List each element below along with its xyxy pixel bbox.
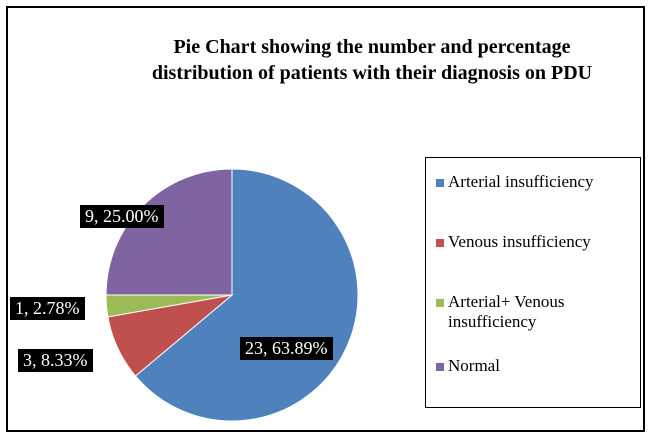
legend-swatch bbox=[436, 239, 444, 247]
data-label: 9, 25.00% bbox=[80, 205, 164, 228]
legend-swatch bbox=[436, 363, 444, 371]
chart-title: Pie Chart showing the number and percent… bbox=[151, 36, 593, 84]
pie-slice bbox=[105, 168, 233, 296]
data-label: 23, 63.89% bbox=[240, 337, 333, 360]
legend-swatch bbox=[436, 299, 444, 307]
data-label: 3, 8.33% bbox=[18, 349, 93, 372]
legend-label: Arterial+ Venous insufficiency bbox=[448, 292, 565, 331]
data-label: 1, 2.78% bbox=[10, 297, 85, 320]
legend: Arterial insufficiency Venous insufficien… bbox=[425, 157, 641, 408]
legend-entry: Normal bbox=[436, 356, 648, 376]
legend-entry: Venous insufficiency bbox=[436, 232, 648, 252]
legend-entry: Arterial+ Venous insufficiency bbox=[436, 292, 648, 332]
legend-label: Normal bbox=[448, 356, 500, 375]
chart-frame bbox=[6, 6, 645, 432]
legend-label: Venous insufficiency bbox=[448, 232, 591, 251]
legend-label: Arterial insufficiency bbox=[448, 172, 594, 191]
legend-swatch bbox=[436, 179, 444, 187]
legend-entry: Arterial insufficiency bbox=[436, 172, 648, 192]
